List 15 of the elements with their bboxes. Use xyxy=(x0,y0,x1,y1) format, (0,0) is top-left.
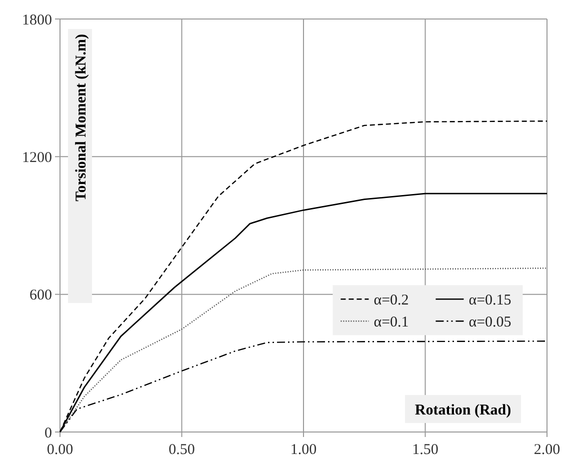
y-tick-label: 1800 xyxy=(22,12,52,28)
x-tick-label: 0.50 xyxy=(168,442,195,458)
x-tick-label: 1.00 xyxy=(290,442,317,458)
x-tick-label: 2.00 xyxy=(534,442,560,458)
legend-label: α=0.15 xyxy=(468,292,512,308)
x-tick-label: 0.00 xyxy=(46,442,74,458)
legend-label: α=0.05 xyxy=(468,314,512,330)
y-tick-label: 600 xyxy=(30,288,52,304)
x-axis-title: Rotation (Rad) xyxy=(414,402,512,418)
legend-label: α=0.1 xyxy=(374,314,409,330)
y-tick-label: 1200 xyxy=(22,150,52,166)
x-tick-label: 1.50 xyxy=(412,442,438,458)
y-tick-label: 0 xyxy=(44,425,52,442)
legend-label: α=0.2 xyxy=(374,292,409,308)
y-axis-title: Torsional Moment (kN.m) xyxy=(73,34,90,202)
